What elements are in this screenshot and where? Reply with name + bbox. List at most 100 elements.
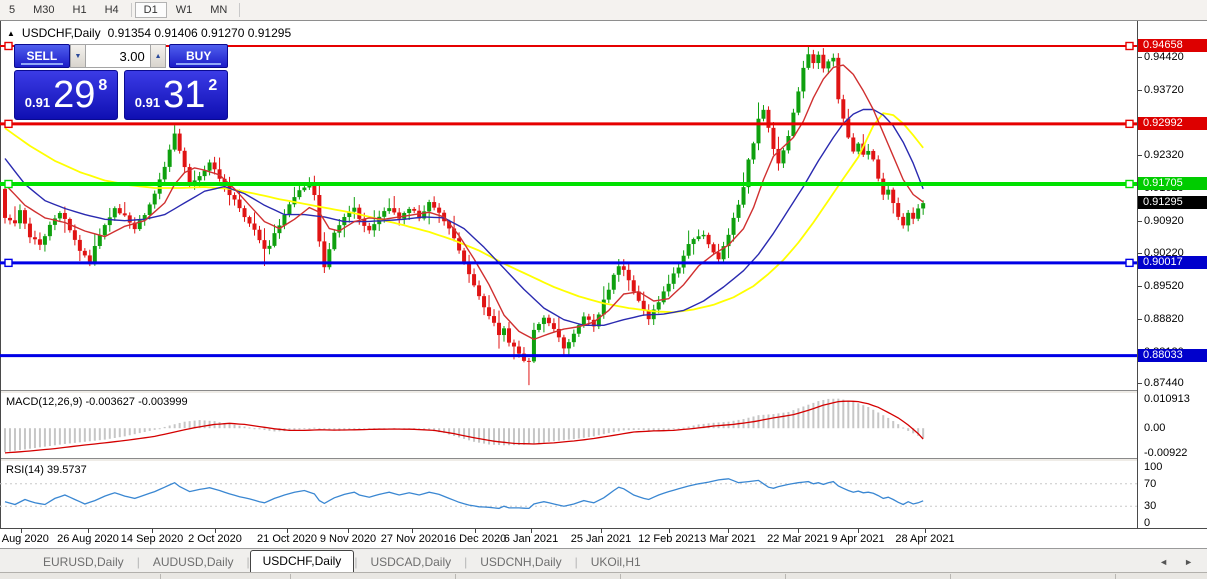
macd-axis-label: 0.010913 — [1144, 392, 1190, 405]
volume-increase-button[interactable]: ▲ — [149, 44, 167, 68]
chart-area: ▲ USDCHF,Daily 0.91354 0.91406 0.91270 0… — [0, 21, 1207, 549]
price-tick-label: 0.93720 — [1144, 83, 1184, 96]
tab-separator: | — [136, 555, 140, 569]
tab-ukoil-h1[interactable]: UKOil,H1 — [590, 555, 641, 569]
date-tick-mark — [531, 529, 532, 533]
macd-axis-label: -0.00922 — [1144, 447, 1188, 460]
rsi-axis-label: 100 — [1144, 461, 1163, 473]
price-tick-label: 0.90920 — [1144, 214, 1184, 227]
tab-eurusd-daily[interactable]: EURUSD,Daily — [43, 555, 124, 569]
date-tick-label: 16 Dec 2020 — [443, 533, 507, 545]
date-tick-mark — [798, 529, 799, 533]
tab-separator: | — [354, 555, 358, 569]
price-level-badge: 0.92992 — [1138, 116, 1207, 130]
price-axis: 0.944200.937200.930200.923200.916200.909… — [1138, 21, 1207, 529]
timeframe-button-M30[interactable]: M30 — [33, 4, 55, 16]
pane-splitter[interactable] — [0, 458, 1137, 461]
date-tick-mark — [412, 529, 413, 533]
timeframe-button-MN[interactable]: MN — [210, 4, 228, 16]
tab-scroll-left-icon[interactable]: ◄ — [1159, 557, 1169, 567]
ma-red — [4, 64, 924, 341]
price-level-badge: 0.88033 — [1138, 348, 1207, 362]
price-tick-label: 0.89520 — [1144, 280, 1184, 293]
date-tick-label: 26 Aug 2020 — [57, 533, 119, 545]
date-tick-mark — [88, 529, 89, 533]
macd-signal-line — [4, 400, 924, 454]
date-tick-mark — [475, 529, 476, 533]
date-tick-label: 2 Oct 2020 — [188, 533, 242, 545]
price-level-badge: 0.90017 — [1138, 255, 1207, 269]
rsi-indicator-label: RSI(14) 39.5737 — [6, 464, 87, 476]
date-tick-label: 3 Mar 2021 — [700, 533, 756, 545]
tab-nav: ◄ ► — [1159, 557, 1207, 573]
date-tick-mark — [858, 529, 859, 533]
volume-decrease-button[interactable]: ▼ — [69, 44, 87, 68]
toolbar-separator — [239, 3, 241, 17]
bottom-status-strip — [0, 572, 1207, 579]
timeframe-button-5[interactable]: 5 — [9, 4, 16, 16]
date-tick-mark — [925, 529, 926, 533]
timeframe-button-H1[interactable]: H1 — [72, 4, 87, 16]
ma-yellow — [4, 112, 924, 314]
date-tick-mark — [152, 529, 153, 533]
price-tick-label: 0.88820 — [1144, 312, 1184, 325]
macd-axis-label: 0.00 — [1144, 422, 1166, 435]
price-tick-mark — [1138, 286, 1142, 288]
buy-price-prefix: 0.91 — [134, 95, 161, 110]
sell-price-box[interactable]: 0.91 29 8 — [14, 70, 118, 120]
date-tick-label: 14 Sep 2020 — [120, 533, 184, 545]
pane-splitter[interactable] — [0, 390, 1137, 393]
date-tick-label: 9 Apr 2021 — [831, 533, 885, 545]
price-level-badge: 0.91705 — [1138, 176, 1207, 190]
date-tick-label: 7 Aug 2020 — [0, 533, 49, 545]
status-strip-divider — [950, 574, 951, 579]
buy-button[interactable]: BUY — [169, 44, 228, 68]
date-tick-label: 28 Apr 2021 — [895, 533, 955, 545]
status-strip-divider — [160, 574, 161, 579]
price-tick-mark — [1138, 318, 1142, 320]
buy-price-box[interactable]: 0.91 31 2 — [124, 70, 228, 120]
date-tick-label: 27 Nov 2020 — [380, 533, 444, 545]
date-tick-mark — [287, 529, 288, 533]
date-tick-label: 22 Mar 2021 — [767, 533, 829, 545]
price-tick-label: 0.87440 — [1144, 377, 1184, 390]
macd-indicator-label: MACD(12,26,9) -0.003627 -0.003999 — [6, 396, 188, 408]
timeframe-toolbar: 5 M30 H1 H4 D1 W1 MN — [0, 0, 1207, 21]
date-tick-mark — [215, 529, 216, 533]
price-tick-mark — [1138, 57, 1142, 59]
buy-price-pip: 2 — [208, 76, 218, 94]
date-tick-label: 25 Jan 2021 — [570, 533, 632, 545]
tab-scroll-right-icon[interactable]: ► — [1184, 557, 1193, 567]
rsi-axis-label: 30 — [1144, 500, 1157, 513]
ohlc-quote-values: 0.91354 0.91406 0.91270 0.91295 — [107, 26, 292, 40]
date-tick-label: 12 Feb 2021 — [638, 533, 700, 545]
tab-separator: | — [464, 555, 468, 569]
symbol-period-label: USDCHF,Daily — [21, 26, 101, 40]
macd-pane — [4, 398, 925, 454]
timeframe-button-H4[interactable]: H4 — [104, 4, 119, 16]
tab-usdcad-daily[interactable]: USDCAD,Daily — [370, 555, 452, 569]
collapse-arrow-icon[interactable]: ▲ — [7, 28, 15, 38]
price-tick-label: 0.92320 — [1144, 149, 1184, 162]
timeframe-button-D1[interactable]: D1 — [134, 2, 167, 18]
ma-blue — [4, 108, 924, 326]
sell-button[interactable]: SELL — [14, 44, 70, 68]
buy-price-big: 31 — [163, 74, 206, 116]
tab-usdcnh-daily[interactable]: USDCNH,Daily — [480, 555, 562, 569]
sell-price-pip: 8 — [98, 76, 108, 94]
date-tick-mark — [601, 529, 602, 533]
date-tick-label: 9 Nov 2020 — [319, 533, 377, 545]
status-strip-divider — [455, 574, 456, 579]
status-strip-divider — [290, 574, 291, 579]
price-tick-mark — [1138, 89, 1142, 91]
tab-audusd-daily[interactable]: AUDUSD,Daily — [152, 555, 234, 569]
status-strip-divider — [620, 574, 621, 579]
timeframe-button-W1[interactable]: W1 — [175, 4, 193, 16]
price-level-badge: 0.94658 — [1138, 39, 1207, 52]
date-tick-label: 6 Jan 2021 — [503, 533, 559, 545]
tab-usdchf-daily[interactable]: USDCHF,Daily — [249, 550, 355, 573]
volume-input[interactable]: 3.00 — [86, 44, 150, 68]
date-tick-mark — [669, 529, 670, 533]
